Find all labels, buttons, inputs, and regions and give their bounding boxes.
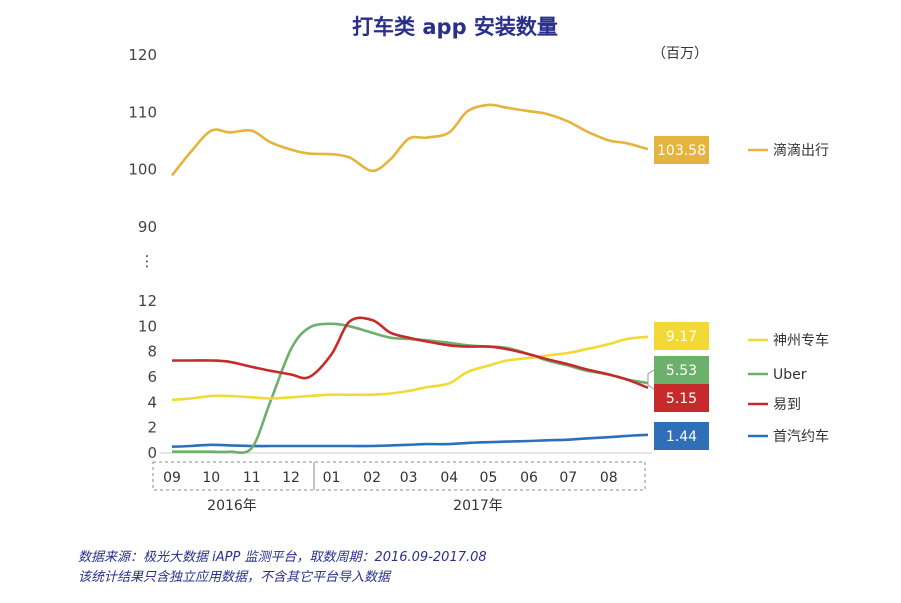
end-badge-didi <box>654 136 709 164</box>
series-line-yidao <box>172 316 649 390</box>
end-badge-shenzhou <box>654 322 709 350</box>
end-badge-label-shenzhou: 9.17 <box>666 329 697 345</box>
end-badge-label-yidao: 5.15 <box>666 391 697 407</box>
x-axis-ticks: 09 10 11 12 01 02 03 04 05 06 07 08 <box>163 470 618 486</box>
year-label-2017: 2017年 <box>453 498 503 514</box>
unit-label: （百万） <box>652 46 708 62</box>
lower-y-tick-label: 8 <box>147 343 157 361</box>
lower-y-tick-label: 0 <box>147 444 157 462</box>
x-tick-label: 02 <box>363 470 381 486</box>
x-tick-label: 04 <box>440 470 458 486</box>
upper-y-axis: 120 110 100 90 <box>128 46 157 236</box>
series-line-didi <box>170 103 649 177</box>
series-line-uber <box>171 322 649 454</box>
legend-label-yidao: 易到 <box>773 397 801 413</box>
axis-break-symbol: ⋮ <box>140 252 155 270</box>
x-tick-label: 05 <box>480 470 498 486</box>
upper-y-tick-label: 120 <box>128 46 157 64</box>
lower-y-tick-label: 10 <box>138 317 157 335</box>
x-tick-label: 08 <box>600 470 618 486</box>
badge-connector <box>647 369 655 390</box>
legend-label-shenzhou: 神州专车 <box>773 332 829 349</box>
source-line-1: 数据来源：极光大数据 iAPP 监测平台，取数周期：2016.09-2017.0… <box>78 550 487 565</box>
series-lines <box>170 103 649 454</box>
x-tick-label: 07 <box>559 470 577 486</box>
legend-label-shouqi: 首汽约车 <box>773 428 829 445</box>
x-tick-label: 12 <box>282 470 300 486</box>
series-line-shenzhou <box>171 335 649 402</box>
x-axis-box <box>152 461 646 491</box>
x-tick-label: 10 <box>202 470 220 486</box>
end-badge-uber <box>654 356 709 384</box>
upper-y-tick-label: 100 <box>128 161 157 179</box>
chart-title: 打车类 app 安装数量 <box>352 15 558 39</box>
end-badge-yidao <box>654 384 709 412</box>
legend-label-didi: 滴滴出行 <box>773 142 829 159</box>
x-tick-label: 11 <box>243 470 261 486</box>
upper-y-tick-label: 90 <box>138 218 157 236</box>
end-badge-shouqi <box>654 422 709 450</box>
x-tick-label: 01 <box>323 470 341 486</box>
series-line-shouqi <box>171 433 649 448</box>
lower-y-axis: 12 10 8 6 4 2 0 <box>138 292 157 462</box>
end-value-badges: 103.58 9.17 5.53 5.15 1.44 <box>647 136 709 450</box>
lower-y-tick-label: 12 <box>138 292 157 310</box>
x-tick-label: 09 <box>163 470 181 486</box>
end-badge-label-uber: 5.53 <box>666 363 697 379</box>
upper-y-tick-label: 110 <box>128 103 157 121</box>
x-tick-label: 03 <box>400 470 418 486</box>
x-tick-label: 06 <box>520 470 538 486</box>
end-badge-label-didi: 103.58 <box>657 143 706 159</box>
lower-y-tick-label: 6 <box>147 368 157 386</box>
year-label-2016: 2016年 <box>207 498 257 514</box>
source-note: 数据来源：极光大数据 iAPP 监测平台，取数周期：2016.09-2017.0… <box>78 548 487 588</box>
end-badge-label-shouqi: 1.44 <box>666 429 697 445</box>
source-line-2: 该统计结果只含独立应用数据，不含其它平台导入数据 <box>78 570 391 585</box>
lower-y-tick-label: 2 <box>147 419 157 437</box>
lower-y-tick-label: 4 <box>147 393 157 411</box>
legend-label-uber: Uber <box>773 367 807 383</box>
